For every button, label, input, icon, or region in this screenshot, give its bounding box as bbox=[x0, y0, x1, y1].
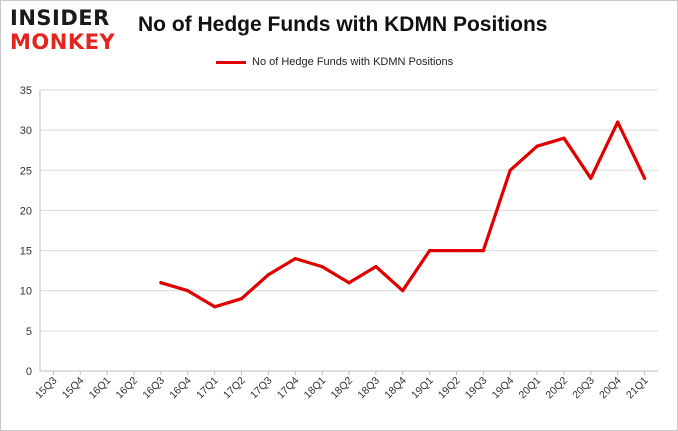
x-tick-label: 18Q2 bbox=[328, 375, 355, 402]
y-tick-label: 35 bbox=[20, 85, 32, 97]
logo-line-2: MONKEY bbox=[10, 30, 116, 54]
x-tick-label: 18Q3 bbox=[355, 375, 382, 402]
data-point-18Q2 bbox=[347, 281, 351, 285]
y-tick-label: 15 bbox=[20, 246, 32, 258]
data-point-18Q4 bbox=[401, 289, 405, 293]
data-point-20Q2 bbox=[562, 136, 566, 140]
data-point-19Q2 bbox=[454, 249, 459, 253]
x-tick-label: 16Q3 bbox=[140, 375, 167, 402]
logo-line-1: INSIDER bbox=[10, 6, 110, 30]
data-point-20Q1 bbox=[535, 144, 539, 148]
x-tick-label: 16Q1 bbox=[87, 375, 114, 402]
data-point-17Q3 bbox=[266, 273, 270, 277]
x-tick-label: 17Q2 bbox=[221, 375, 248, 402]
y-tick-label: 10 bbox=[20, 286, 32, 298]
y-tick-label: 5 bbox=[26, 326, 32, 338]
data-point-19Q1 bbox=[428, 249, 432, 253]
data-point-17Q2 bbox=[239, 297, 244, 301]
y-tick-label: 25 bbox=[20, 165, 32, 177]
y-tick-label: 30 bbox=[20, 125, 32, 137]
data-point-18Q1 bbox=[320, 265, 324, 269]
x-tick-label: 17Q3 bbox=[248, 375, 275, 402]
series-line bbox=[159, 120, 647, 309]
x-tick-label: 18Q4 bbox=[382, 375, 409, 402]
data-point-19Q3 bbox=[481, 249, 485, 253]
x-tick-label: 15Q4 bbox=[60, 375, 87, 402]
insider-monkey-logo: INSIDER MONKEY bbox=[10, 6, 130, 56]
data-point-16Q3 bbox=[159, 281, 163, 285]
chart-legend: No of Hedge Funds with KDMN Positions bbox=[216, 54, 453, 70]
data-point-17Q1 bbox=[213, 305, 217, 309]
legend-label: No of Hedge Funds with KDMN Positions bbox=[252, 56, 454, 68]
y-tick-label: 0 bbox=[26, 366, 32, 378]
data-point-20Q3 bbox=[589, 176, 593, 180]
data-point-21Q1 bbox=[643, 176, 647, 180]
legend-swatch bbox=[216, 60, 246, 64]
x-tick-label: 20Q3 bbox=[570, 375, 597, 402]
x-tick-label: 20Q2 bbox=[543, 375, 570, 402]
x-tick-label: 19Q3 bbox=[463, 375, 490, 402]
x-tick-label: 20Q1 bbox=[517, 375, 544, 402]
y-tick-label: 20 bbox=[20, 205, 32, 217]
data-point-20Q4 bbox=[616, 120, 620, 124]
x-tick-label: 21Q1 bbox=[624, 375, 651, 402]
x-tick-label: 15Q3 bbox=[33, 375, 60, 402]
data-point-17Q4 bbox=[293, 257, 297, 261]
x-tick-label: 19Q1 bbox=[409, 375, 436, 402]
x-tick-label: 16Q4 bbox=[167, 375, 194, 402]
x-tick-label: 17Q1 bbox=[194, 375, 221, 402]
x-tick-label: 17Q4 bbox=[275, 375, 302, 402]
x-tick-label: 19Q4 bbox=[490, 375, 517, 402]
chart-title: No of Hedge Funds with KDMN Positions bbox=[138, 13, 548, 36]
data-point-16Q4 bbox=[186, 289, 190, 293]
x-tick-label: 18Q1 bbox=[302, 375, 329, 402]
data-point-19Q4 bbox=[508, 168, 512, 172]
x-tick-label: 16Q2 bbox=[114, 375, 141, 402]
x-tick-label: 19Q2 bbox=[436, 375, 463, 402]
x-tick-label: 20Q4 bbox=[597, 375, 624, 402]
data-point-18Q3 bbox=[374, 265, 378, 269]
